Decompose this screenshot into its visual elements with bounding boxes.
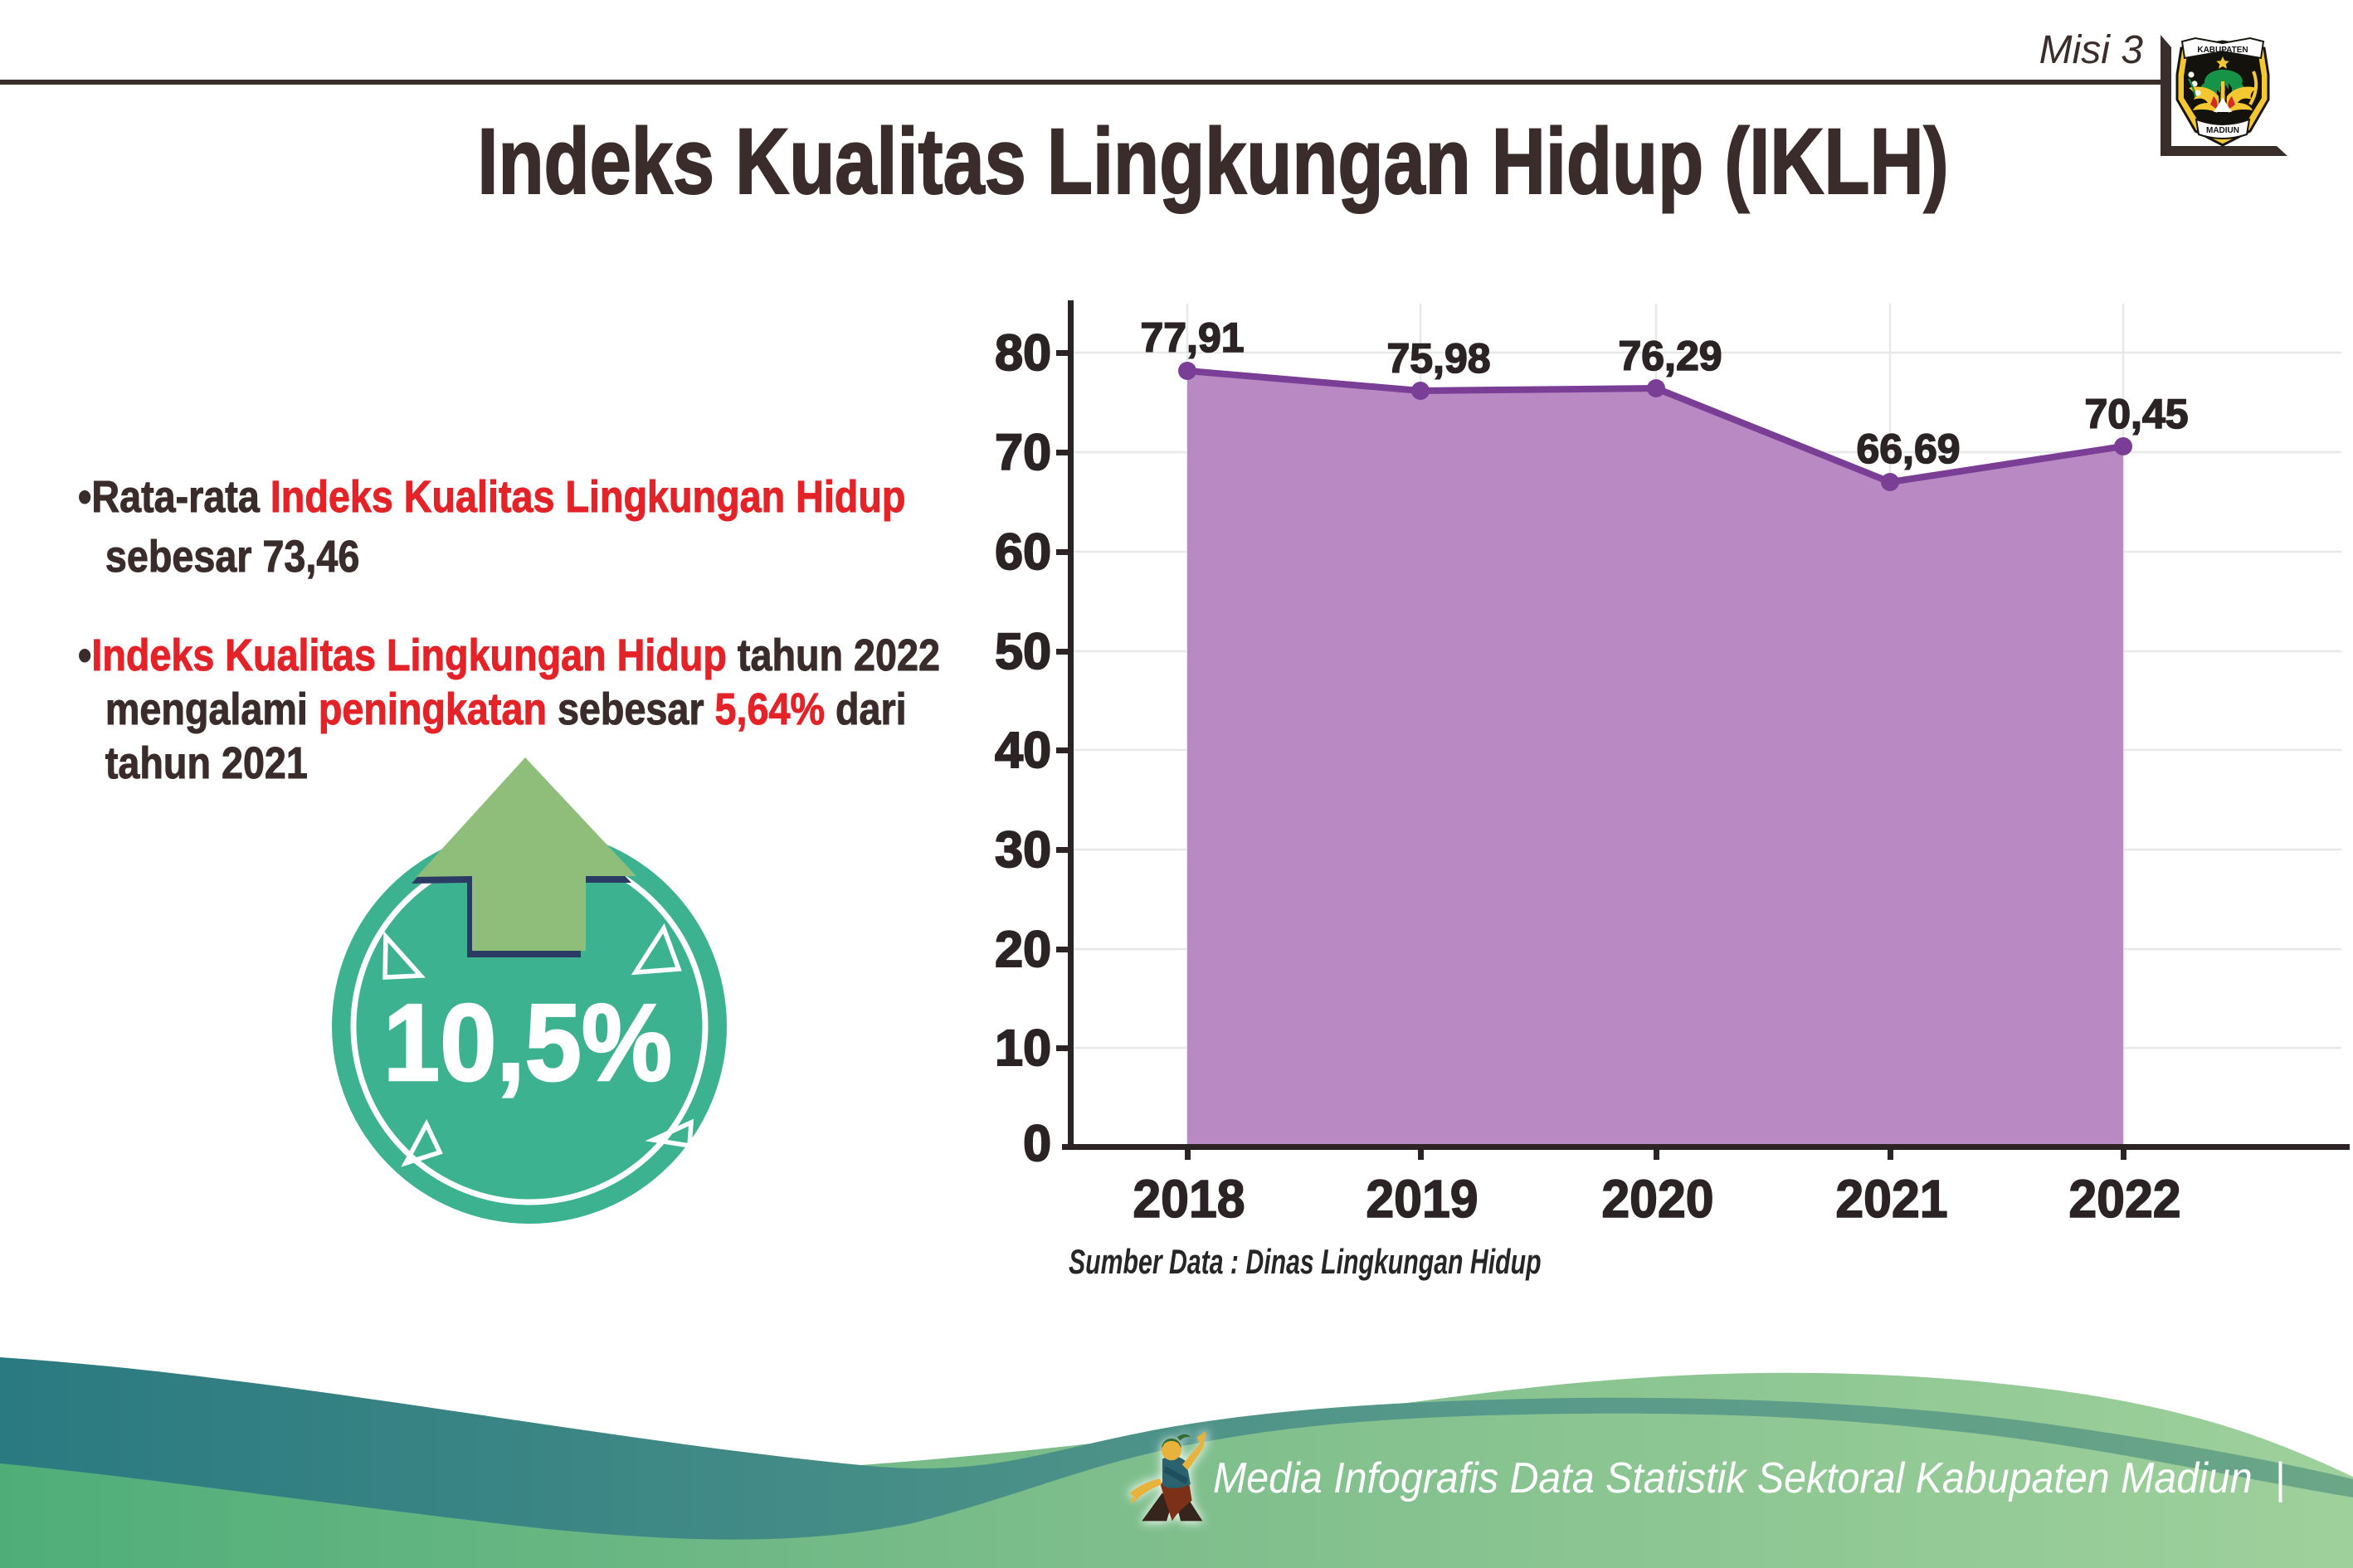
svg-text:10,5%: 10,5% — [383, 982, 672, 1104]
svg-text:10: 10 — [995, 1020, 1051, 1076]
svg-text:66,69: 66,69 — [1856, 426, 1960, 472]
svg-text:70,45: 70,45 — [2084, 391, 2188, 437]
svg-text:2021: 2021 — [1835, 1170, 1947, 1230]
svg-text:2020: 2020 — [1601, 1170, 1713, 1230]
svg-text:77,91: 77,91 — [1140, 314, 1244, 361]
svg-text:20: 20 — [995, 921, 1051, 977]
svg-text:80: 80 — [995, 324, 1051, 381]
svg-text:60: 60 — [995, 523, 1051, 580]
svg-text:30: 30 — [995, 821, 1051, 878]
svg-text:KABUPATEN: KABUPATEN — [2197, 46, 2248, 55]
svg-text:0: 0 — [1023, 1115, 1051, 1171]
svg-text:76,29: 76,29 — [1618, 333, 1722, 379]
svg-text:2018: 2018 — [1133, 1170, 1245, 1230]
svg-text:2022: 2022 — [2068, 1170, 2180, 1230]
svg-text:50: 50 — [995, 623, 1051, 679]
svg-text:70: 70 — [995, 424, 1051, 480]
svg-text:75,98: 75,98 — [1386, 335, 1490, 382]
svg-text:40: 40 — [995, 722, 1051, 778]
svg-text:2019: 2019 — [1366, 1170, 1478, 1230]
svg-text:MADIUN: MADIUN — [2206, 126, 2239, 135]
